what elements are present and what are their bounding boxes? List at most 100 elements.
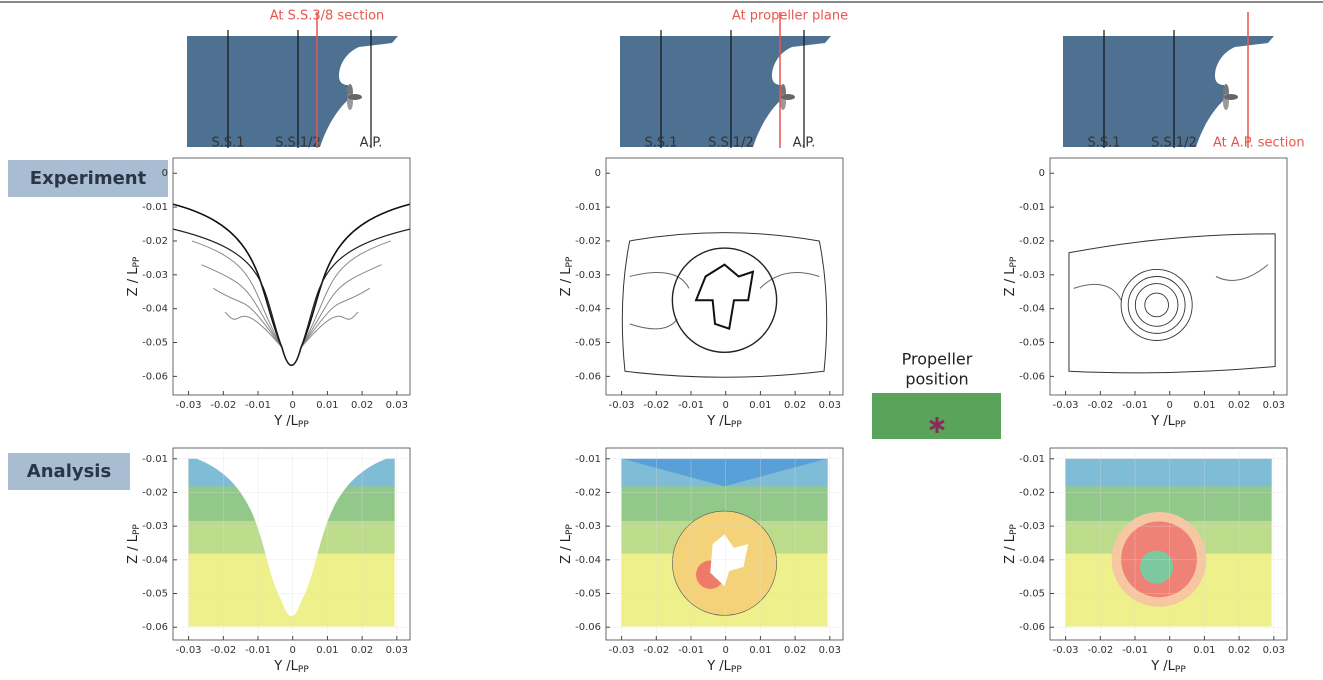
y-tick-label: -0.05 (1019, 589, 1045, 600)
x-tick-label: -0.02 (643, 645, 669, 656)
x-tick-label: -0.01 (1122, 400, 1148, 411)
y-tick-label: -0.04 (1019, 304, 1045, 315)
label-sub: PP (132, 524, 142, 535)
contour (225, 312, 358, 365)
y-axis-label: Z / LPP (1003, 524, 1019, 564)
y-axis-label: Z / LPP (559, 524, 575, 564)
contour (1069, 234, 1275, 373)
x-tick-label: -0.03 (609, 645, 635, 656)
y-tick-label: -0.06 (1019, 371, 1045, 382)
label-main: Z / L (126, 267, 141, 297)
row-label: Analysis (27, 461, 111, 482)
label-sub: PP (731, 665, 742, 675)
station-label: S.S.1/2 (1151, 136, 1197, 151)
station-label: S.S.1/2 (275, 136, 321, 151)
x-tick-label: 0.01 (749, 645, 771, 656)
x-tick-label: 0.03 (386, 400, 408, 411)
row-label: Experiment (30, 168, 147, 189)
x-tick-label: 0.01 (316, 400, 338, 411)
station-label: A.P. (360, 136, 383, 151)
y-tick-label: -0.01 (1019, 454, 1045, 465)
x-axis-label: Y /LPP (273, 414, 309, 430)
y-tick-label: -0.06 (1019, 622, 1045, 633)
x-tick-label: -0.01 (245, 400, 271, 411)
plot-area (168, 203, 414, 365)
plot-frame (173, 158, 410, 395)
plot-area (1069, 234, 1275, 373)
y-tick-label: -0.04 (142, 555, 168, 566)
disk (1140, 550, 1173, 583)
label-sub: PP (565, 256, 575, 267)
label-main: Y /L (1150, 414, 1175, 429)
y-tick-label: -0.06 (142, 622, 168, 633)
y-tick-label: -0.01 (142, 202, 168, 213)
contour (213, 288, 369, 365)
y-tick-label: -0.03 (1019, 270, 1045, 281)
y-tick-label: -0.06 (575, 371, 601, 382)
x-axis-label: Y /LPP (706, 659, 742, 675)
plot-area (621, 459, 827, 627)
label-sub: PP (565, 524, 575, 535)
y-axis-label: Z / LPP (126, 256, 142, 296)
label-sub: PP (1009, 524, 1019, 535)
x-tick-label: 0.03 (386, 645, 408, 656)
x-tick-label: -0.02 (210, 645, 236, 656)
label-sub: PP (298, 665, 309, 675)
y-axis-label: Z / LPP (559, 256, 575, 296)
y-tick-label: -0.04 (142, 304, 168, 315)
y-tick-label: -0.01 (142, 454, 168, 465)
x-tick-label: -0.02 (643, 400, 669, 411)
x-tick-label: 0.02 (784, 400, 806, 411)
label-sub: PP (132, 256, 142, 267)
label-sub: PP (298, 420, 309, 430)
x-tick-label: -0.03 (176, 645, 202, 656)
x-tick-label: -0.03 (176, 400, 202, 411)
contour (696, 265, 753, 329)
x-axis-label: Y /LPP (1150, 659, 1186, 675)
x-tick-label: 0.01 (1193, 645, 1215, 656)
hull (1063, 36, 1274, 147)
x-tick-label: -0.03 (1053, 645, 1079, 656)
y-tick-label: -0.03 (575, 270, 601, 281)
label-sub: PP (731, 420, 742, 430)
contour (630, 273, 820, 329)
x-tick-label: 0.03 (819, 400, 841, 411)
y-tick-label: -0.02 (142, 487, 168, 498)
propeller (348, 94, 362, 100)
x-tick-label: 0 (290, 645, 296, 656)
x-tick-label: 0.02 (351, 400, 373, 411)
y-tick-label: -0.02 (1019, 236, 1045, 247)
station-label: S.S.1 (1087, 136, 1120, 151)
section-title: At propeller plane (732, 9, 848, 24)
x-tick-label: 0.01 (1193, 400, 1215, 411)
x-tick-label: 0.01 (316, 645, 338, 656)
x-tick-label: 0.02 (784, 645, 806, 656)
label-main: Y /L (273, 414, 298, 429)
contour (173, 229, 410, 365)
label-main: Y /L (273, 659, 298, 674)
label-sub: PP (1009, 256, 1019, 267)
propeller (781, 94, 795, 100)
y-tick-label: -0.02 (575, 236, 601, 247)
x-tick-label: -0.01 (678, 645, 704, 656)
y-tick-label: -0.03 (142, 270, 168, 281)
plot-frame (606, 158, 843, 395)
propeller-label: Propeller (902, 350, 973, 369)
station-label: S.S.1 (644, 136, 677, 151)
y-tick-label: -0.02 (1019, 487, 1045, 498)
label-main: Z / L (559, 534, 574, 564)
x-tick-label: 0 (1167, 645, 1173, 656)
label-main: Z / L (1003, 534, 1018, 564)
contour (168, 203, 414, 365)
y-tick-label: -0.03 (1019, 521, 1045, 532)
y-tick-label: -0.05 (1019, 338, 1045, 349)
x-axis-label: Y /LPP (706, 414, 742, 430)
x-axis-label: Y /LPP (273, 659, 309, 675)
y-tick-label: -0.06 (575, 622, 601, 633)
y-tick-label: 0 (1039, 168, 1045, 179)
x-tick-label: -0.03 (1053, 400, 1079, 411)
station-label: S.S.1 (211, 136, 244, 151)
x-tick-label: 0.01 (749, 400, 771, 411)
station-label: S.S.1/2 (708, 136, 754, 151)
